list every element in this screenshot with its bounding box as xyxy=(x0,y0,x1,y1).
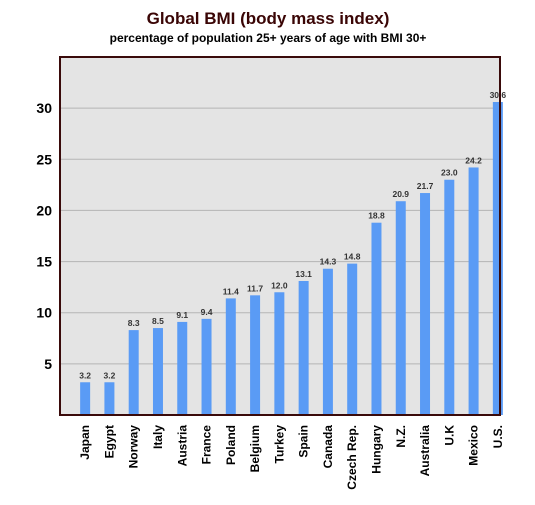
x-tick-label: Norway xyxy=(127,425,141,469)
bar-japan xyxy=(80,382,91,415)
bar-australia xyxy=(420,193,431,415)
x-tick-label: U.K xyxy=(442,425,456,446)
data-label: 21.7 xyxy=(417,181,434,191)
x-tick-label: Canada xyxy=(321,425,335,469)
data-label: 11.4 xyxy=(223,286,239,296)
bar-poland xyxy=(225,298,236,415)
bar-u-k xyxy=(444,179,455,415)
y-tick-label: 10 xyxy=(36,305,52,321)
bar-n-z xyxy=(395,201,406,415)
data-label: 9.4 xyxy=(201,307,213,317)
data-label: 12.0 xyxy=(271,280,288,290)
x-tick-label: U.S. xyxy=(491,425,505,448)
x-tick-label: Italy xyxy=(151,425,165,449)
data-label: 24.2 xyxy=(465,155,482,165)
data-label: 14.8 xyxy=(344,252,361,262)
y-tick-label: 30 xyxy=(36,100,52,116)
y-tick-label: 15 xyxy=(36,254,52,270)
chart-title: Global BMI (body mass index) xyxy=(147,9,390,28)
data-label: 30.6 xyxy=(490,90,507,100)
bar-mexico xyxy=(468,167,479,415)
x-tick-label: Poland xyxy=(224,425,238,465)
bar-italy xyxy=(152,328,163,415)
bar-france xyxy=(201,318,212,415)
data-label: 23.0 xyxy=(441,168,458,178)
bar-u-s xyxy=(492,102,503,416)
bar-austria xyxy=(177,321,188,415)
x-tick-label: Turkey xyxy=(272,425,286,464)
bar-belgium xyxy=(250,295,261,415)
data-label: 13.1 xyxy=(295,269,312,279)
data-label: 20.9 xyxy=(392,189,409,199)
x-tick-label: Mexico xyxy=(467,425,481,466)
x-tick-label: Belgium xyxy=(248,425,262,472)
x-tick-label: Spain xyxy=(297,425,311,458)
x-tick-label: France xyxy=(200,425,214,465)
x-tick-label: N.Z. xyxy=(394,425,408,448)
data-label: 8.5 xyxy=(152,316,164,326)
plot-border xyxy=(59,56,501,416)
x-axis-labels: Japan Egypt Norway Italy Austria France Poland… xyxy=(78,425,505,490)
x-tick-label: Japan xyxy=(78,425,92,460)
bar-norway xyxy=(128,330,139,415)
bar-hungary xyxy=(371,222,382,415)
bar-egypt xyxy=(104,382,115,415)
x-tick-label: Czech Rep. xyxy=(345,425,359,490)
data-labels: 3.2 3.2 8.3 8.5 9.1 9.4 11.4 11.7 12.0 13.1 14.3 14… xyxy=(79,90,506,380)
x-tick-label: Egypt xyxy=(102,425,116,458)
data-label: 8.3 xyxy=(128,318,140,328)
bars xyxy=(80,102,503,416)
y-tick-label: 5 xyxy=(44,356,52,372)
data-label: 18.8 xyxy=(368,211,385,221)
y-tick-label: 20 xyxy=(36,202,52,218)
bar-turkey xyxy=(274,292,285,415)
bar-canada xyxy=(322,268,333,415)
data-label: 3.2 xyxy=(79,370,91,380)
data-label: 9.1 xyxy=(176,310,188,320)
x-tick-label: Austria xyxy=(175,425,189,467)
chart-subtitle: percentage of population 25+ years of ag… xyxy=(110,31,427,45)
bar-czech-rep xyxy=(347,263,358,415)
data-label: 3.2 xyxy=(104,370,116,380)
x-tick-label: Australia xyxy=(418,425,432,477)
bar-spain xyxy=(298,281,309,415)
x-tick-label: Hungary xyxy=(369,425,383,474)
y-axis-ticks: 5 10 15 20 25 30 xyxy=(36,100,52,372)
data-label: 14.3 xyxy=(320,257,337,267)
y-tick-label: 25 xyxy=(36,151,52,167)
data-label: 11.7 xyxy=(247,283,263,293)
